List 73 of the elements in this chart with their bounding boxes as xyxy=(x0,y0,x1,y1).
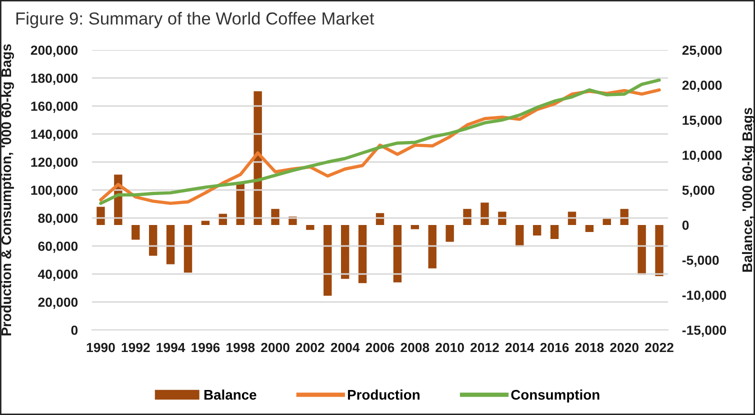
y-tick-label: 20,000 xyxy=(38,298,78,309)
y-tick-label: 120,000 xyxy=(31,158,78,169)
y-tick-label: 180,000 xyxy=(31,74,78,85)
x-tick-label: 2012 xyxy=(470,342,499,352)
y-tick-label: 160,000 xyxy=(31,102,78,113)
bar xyxy=(410,225,420,230)
x-tick-label: 2008 xyxy=(400,342,430,352)
bar xyxy=(324,225,332,296)
x-tick-label: 2006 xyxy=(366,342,394,352)
y-tick-label: 80,000 xyxy=(38,214,78,225)
bar xyxy=(620,208,628,225)
y-tick-label: 40,000 xyxy=(38,270,78,281)
x-tick-label: 2002 xyxy=(296,342,324,352)
x-tick-label: 1994 xyxy=(156,342,186,352)
bar xyxy=(148,225,158,256)
x-tick-label: 2022 xyxy=(645,342,674,352)
y2-tick-label: 25,000 xyxy=(682,46,722,57)
y2-tick-label: 5,000 xyxy=(682,186,714,197)
bar xyxy=(585,225,594,232)
legend-label: Balance xyxy=(204,390,256,400)
bar xyxy=(96,206,105,225)
y2-axis-title: Balance, '000 60-kg Bags xyxy=(742,108,755,272)
y2-tick-label: 15,000 xyxy=(682,116,722,127)
bar xyxy=(254,91,262,225)
bar xyxy=(376,213,384,225)
bar xyxy=(358,225,367,284)
bar xyxy=(638,225,646,275)
x-tick-label: 2020 xyxy=(610,342,638,352)
y-tick-label: 200,000 xyxy=(30,46,78,57)
chart-title: Figure 9: Summary of the World Coffee Market xyxy=(16,12,374,28)
bar xyxy=(132,225,140,240)
x-tick-label: 1990 xyxy=(86,342,115,352)
bar xyxy=(306,225,314,230)
x-tick-label: 2004 xyxy=(330,342,360,352)
y2-tick-label: -15,000 xyxy=(682,326,726,337)
legend-label: Consumption xyxy=(511,390,600,402)
legend-label: Production xyxy=(348,390,420,400)
bar xyxy=(568,212,576,225)
bar xyxy=(655,225,664,276)
bar xyxy=(201,220,210,225)
y-tick-label: 100,000 xyxy=(31,186,78,197)
bar xyxy=(532,225,542,236)
y2-tick-label: 20,000 xyxy=(682,80,722,92)
x-tick-label: 2018 xyxy=(575,342,604,352)
x-tick-label: 2010 xyxy=(436,342,464,352)
bar xyxy=(463,208,472,225)
x-tick-label: 1992 xyxy=(122,342,150,352)
x-tick-label: 1996 xyxy=(192,342,220,352)
y-axis-title: Production & Consumption, '000 60-kg Bags xyxy=(0,44,14,336)
y-tick-label: 0 xyxy=(71,326,78,335)
y-tick-label: 60,000 xyxy=(38,242,78,253)
x-tick-label: 2000 xyxy=(261,342,290,352)
bar xyxy=(550,225,559,239)
bar xyxy=(184,225,192,273)
x-tick-label: 2014 xyxy=(505,342,534,352)
x-tick-label: 2016 xyxy=(540,342,569,352)
bar xyxy=(166,225,175,264)
y2-tick-label: -10,000 xyxy=(682,290,726,302)
bar xyxy=(393,225,402,282)
bar xyxy=(340,225,350,279)
bar xyxy=(602,218,612,225)
bar xyxy=(271,208,280,225)
bar xyxy=(428,225,436,268)
y2-tick-label: 10,000 xyxy=(682,150,722,162)
bar xyxy=(498,212,506,225)
y2-tick-label: -5,000 xyxy=(682,256,719,267)
y2-tick-label: 0 xyxy=(682,220,689,230)
bar xyxy=(288,216,297,225)
bar xyxy=(516,225,524,247)
y-tick-label: 140,000 xyxy=(31,130,78,141)
bar xyxy=(480,202,489,225)
x-tick-label: 1998 xyxy=(226,342,255,352)
bar xyxy=(446,225,454,242)
